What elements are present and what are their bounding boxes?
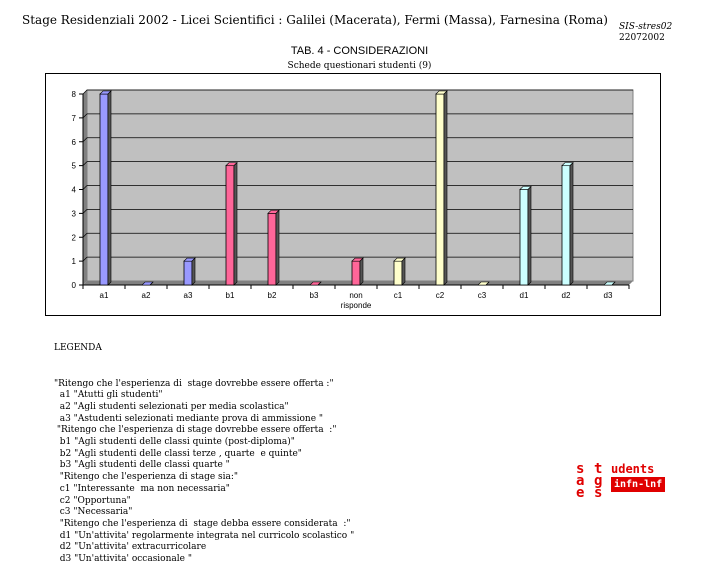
y-tick-label: 7 xyxy=(72,114,77,123)
gridline-depth xyxy=(82,185,88,190)
document-date: 22072002 xyxy=(619,33,665,43)
x-tick-label: non xyxy=(349,291,362,300)
bar-side xyxy=(527,185,532,286)
legend-line: d1 "Un'attivita' regolarmente integrata … xyxy=(54,530,355,541)
bar-side xyxy=(569,161,574,286)
gridline-depth xyxy=(82,137,88,142)
bar-side xyxy=(191,257,196,286)
chart-subtitle: Schede questionari studenti (9) xyxy=(287,61,432,71)
x-tick-label: a3 xyxy=(184,291,193,300)
legend-line: c1 "Interessante ma non necessaria" xyxy=(54,483,230,494)
legend-line: b3 "Agli studenti delle classi quarte " xyxy=(54,460,230,471)
bar-side xyxy=(359,257,364,286)
bar-non-risponde xyxy=(351,260,361,286)
header-title: Stage Residenziali 2002 - Licei Scientif… xyxy=(22,13,608,27)
x-tick-label: b3 xyxy=(310,291,319,300)
x-tick-label: risponde xyxy=(341,301,372,310)
legend-line: a3 "Astudenti selezionati mediante prova… xyxy=(54,413,324,424)
gridline-depth xyxy=(82,209,88,214)
gridline-depth xyxy=(82,256,88,262)
logo-letter: s xyxy=(576,461,585,477)
x-tick-label: d3 xyxy=(604,291,613,300)
logo-letter: s xyxy=(594,485,603,501)
x-tick-label: a2 xyxy=(142,291,151,300)
bar-a3 xyxy=(183,260,193,286)
legend-line: b2 "Agli studenti delle classi terze , q… xyxy=(54,448,302,459)
y-tick-label: 6 xyxy=(72,138,77,147)
logo-letter: a xyxy=(576,473,585,489)
gridline-depth xyxy=(82,89,88,95)
logo-letter: g xyxy=(594,473,603,489)
y-tick-label: 2 xyxy=(72,233,77,242)
logo-badge: infn-lnf xyxy=(611,477,666,492)
y-tick-label: 0 xyxy=(72,281,77,290)
bar-d1 xyxy=(519,189,529,286)
legend-line: d2 "Un'attivita' extracurricolare xyxy=(54,542,207,553)
document-id: SIS-stres02 xyxy=(619,22,673,32)
chart-frame: 0 1 2 3 4 5 6 7 8 a1 a2 a3 b1 b2 b3 non risponde c1 c2 c3 d1… xyxy=(45,73,661,316)
legend-line: "Ritengo che l'esperienza di stage dovre… xyxy=(54,425,337,436)
y-tick-label: 8 xyxy=(72,90,77,99)
legend-line: c2 "Opportuna" xyxy=(54,495,131,506)
legend-line: "Ritengo che l'esperienza di stage sia:" xyxy=(54,472,239,483)
legend-line: b1 "Agli studenti delle classi quinte (p… xyxy=(54,437,295,448)
legend-line: a1 "Atutti gli studenti" xyxy=(54,390,163,401)
chart-title: TAB. 4 - CONSIDERAZIONI xyxy=(290,45,429,57)
x-tick-label: c3 xyxy=(478,291,487,300)
bar-side xyxy=(233,161,238,286)
y-tick-label: 3 xyxy=(72,209,77,218)
bar-c2 xyxy=(435,93,445,286)
bar-side xyxy=(443,90,448,286)
logo-word: udents xyxy=(611,462,655,476)
bar-d2 xyxy=(561,165,571,286)
y-tick-label: 4 xyxy=(72,186,77,195)
gridline-depth xyxy=(82,233,88,238)
legend-line: "Ritengo che l'esperienza di stage dovre… xyxy=(54,378,334,389)
bar-side xyxy=(149,281,154,286)
x-tick-label: c1 xyxy=(394,291,403,300)
legend-line: "Ritengo che l'esperienza di stage debba… xyxy=(54,518,351,529)
bar-side xyxy=(485,281,490,286)
bar-side xyxy=(317,281,322,286)
x-tick-label: c2 xyxy=(436,291,445,300)
legend-line: d3 "Un'attivita' occasionale " xyxy=(54,554,192,565)
gridline-depth xyxy=(82,113,88,119)
bar-side xyxy=(107,90,112,286)
x-tick-label: d2 xyxy=(562,291,571,300)
logo-letter: e xyxy=(576,485,585,501)
bar-a1 xyxy=(99,93,109,286)
bar-b1 xyxy=(225,165,235,286)
bar-side xyxy=(611,281,616,286)
bar-side xyxy=(401,257,406,286)
x-tick-label: b1 xyxy=(226,291,235,300)
legend-line: c3 "Necessaria" xyxy=(54,507,133,518)
legend-text: LEGENDA "Ritengo che l'esperienza di sta… xyxy=(54,320,354,577)
students-sags-logo: s a e t g s udents infn-lnf xyxy=(576,462,686,512)
bar-side xyxy=(275,209,280,286)
x-tick-label: d1 xyxy=(520,291,529,300)
bar-c1 xyxy=(393,260,403,286)
legend-lines: "Ritengo che l'esperienza di stage dovre… xyxy=(54,379,354,566)
logo-letter: t xyxy=(594,461,603,477)
legend-line: a2 "Agli studenti selezionati per media … xyxy=(54,401,289,412)
y-tick-label: 5 xyxy=(72,162,77,171)
x-tick-label: a1 xyxy=(100,291,109,300)
legend-heading: LEGENDA xyxy=(54,343,102,354)
x-tick-label: b2 xyxy=(268,291,277,300)
gridline-depth xyxy=(82,161,88,166)
y-tick-label: 1 xyxy=(72,257,77,266)
bar-b2 xyxy=(267,212,277,286)
